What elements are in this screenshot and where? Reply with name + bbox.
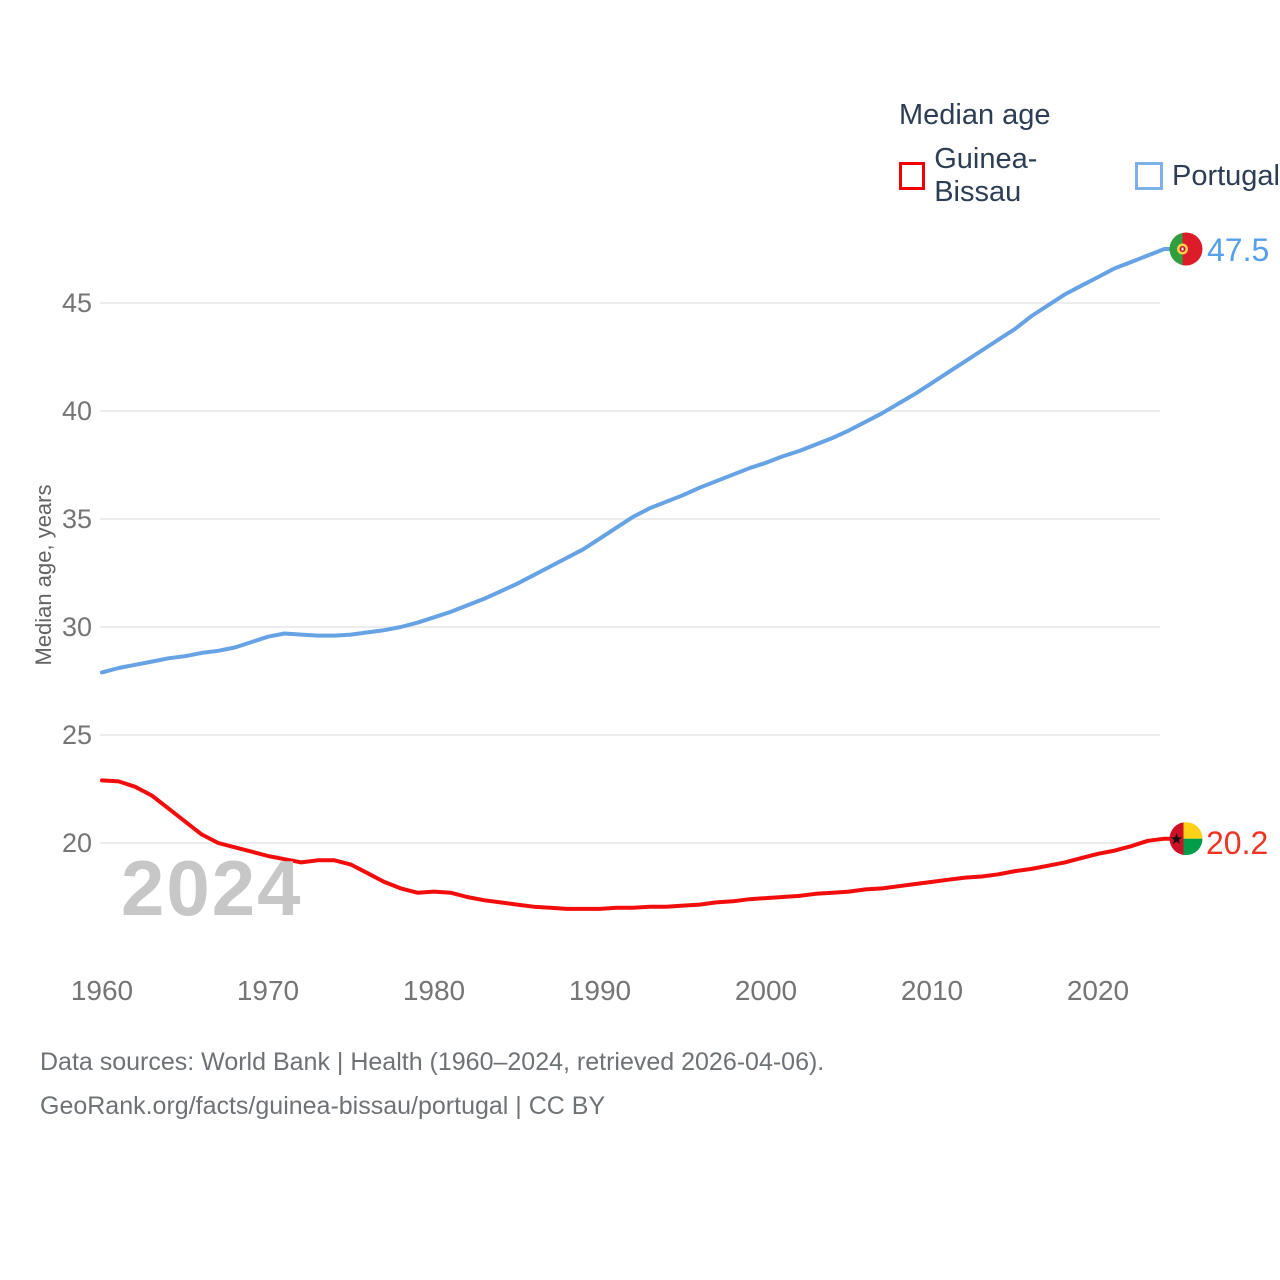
footer: Data sources: World Bank | Health (1960–… — [40, 1040, 824, 1128]
x-tick-label: 2000 — [735, 975, 797, 1006]
y-axis-title: Median age, years — [31, 484, 56, 666]
y-tick-label: 25 — [62, 720, 92, 750]
footer-attribution: GeoRank.org/facts/guinea-bissau/portugal… — [40, 1092, 606, 1120]
svg-text:★: ★ — [1170, 831, 1183, 848]
y-tick-label: 30 — [62, 612, 92, 642]
guinea-bissau-swatch-icon — [899, 162, 926, 190]
x-tick-label: 1980 — [403, 975, 465, 1006]
series-line-guinea-bissau[interactable] — [100, 778, 1175, 911]
guinea-bissau-flag-icon: ★ — [1169, 822, 1203, 856]
legend-item-portugal[interactable]: Portugal — [1134, 159, 1280, 193]
footer-data-sources: Data sources: World Bank | Health (1960–… — [40, 1048, 825, 1076]
y-tick-label: 20 — [62, 828, 92, 858]
guinea-bissau-end-value: 20.2 — [1206, 825, 1269, 861]
y-tick-label: 45 — [62, 288, 92, 318]
y-tick-label: 40 — [62, 396, 92, 426]
legend-item-guinea-bissau[interactable]: Guinea-Bissau — [899, 143, 1109, 209]
legend-label-guinea-bissau: Guinea-Bissau — [934, 143, 1038, 208]
x-tick-label: 2020 — [1067, 975, 1129, 1006]
watermark-year: 2024 — [121, 844, 303, 932]
legend: Median age Guinea-Bissau Portugal — [899, 99, 1280, 209]
x-tick-label: 1970 — [237, 975, 299, 1006]
portugal-end-value: 47.5 — [1207, 232, 1270, 268]
series-line-portugal[interactable] — [100, 247, 1175, 675]
legend-title: Median age — [899, 99, 1051, 131]
portugal-swatch-icon — [1134, 162, 1163, 190]
x-tick-label: 2010 — [901, 975, 963, 1006]
x-tick-label: 1960 — [71, 975, 133, 1006]
portugal-flag-icon — [1169, 232, 1203, 266]
legend-label-portugal: Portugal — [1171, 159, 1280, 192]
y-tick-label: 35 — [62, 504, 92, 534]
legend-items: Guinea-Bissau Portugal — [899, 143, 1280, 209]
x-tick-label: 1990 — [569, 975, 631, 1006]
